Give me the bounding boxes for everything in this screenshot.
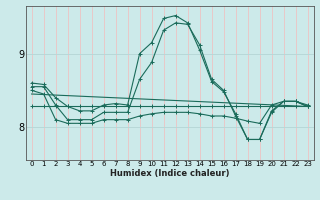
X-axis label: Humidex (Indice chaleur): Humidex (Indice chaleur)	[110, 169, 229, 178]
